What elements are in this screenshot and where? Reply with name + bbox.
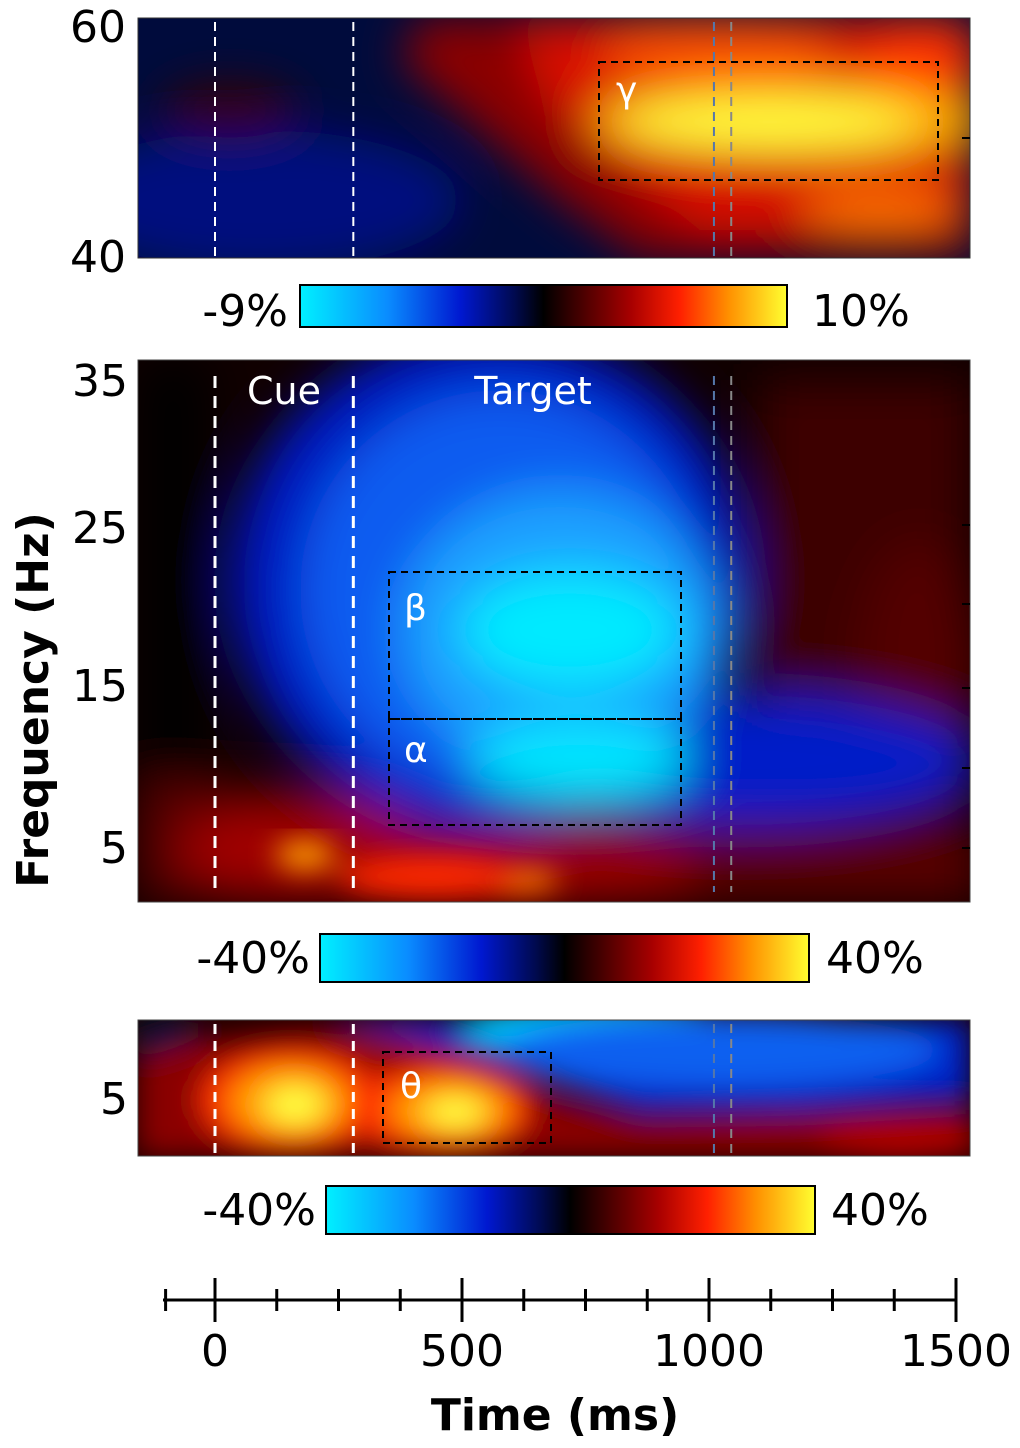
ab-ytick-5: 5 <box>100 823 128 874</box>
alpha-beta-heatmap <box>138 360 970 902</box>
gamma-colorbar: -9% 10% <box>202 284 910 337</box>
theta-heatmap <box>138 1020 970 1156</box>
ab-right-ticks <box>962 524 970 849</box>
gamma-heatmap <box>138 18 970 258</box>
time-axis: 0 500 1000 1500 Time (ms) <box>163 1278 1012 1441</box>
theta-band-label: θ <box>400 1066 422 1107</box>
gamma-ytick-40: 40 <box>70 232 126 283</box>
alpha-beta-colorbar: -40% 40% <box>196 933 924 984</box>
theta-panel: θ 5 <box>100 1019 971 1157</box>
time-tick-label-0: 0 <box>201 1326 229 1377</box>
gamma-colorbar-min: -9% <box>202 286 288 337</box>
gamma-band-label: γ <box>616 70 637 111</box>
alpha-beta-panel: Cue Target β α 35 25 15 5 <box>72 356 971 903</box>
time-axis-tick-labels: 0 500 1000 1500 <box>201 1326 1012 1377</box>
beta-band-label: β <box>404 588 427 629</box>
alpha-beta-frame <box>137 359 971 903</box>
theta-ytick-5: 5 <box>100 1074 128 1125</box>
ab-colorbar-min: -40% <box>196 933 310 984</box>
time-tick-label-500: 500 <box>420 1326 504 1377</box>
alpha-roi-box <box>388 718 682 826</box>
target-label: Target <box>473 369 592 413</box>
theta-frame <box>137 1019 971 1157</box>
theta-colorbar: -40% 40% <box>202 1185 929 1236</box>
ab-ytick-25: 25 <box>72 503 128 554</box>
time-axis-minor-ticks <box>164 1289 896 1311</box>
theta-colorbar-gradient <box>325 1185 816 1235</box>
gamma-ytick-60: 60 <box>70 2 126 53</box>
y-axis-title: Frequency (Hz) <box>8 512 59 888</box>
ab-ytick-35: 35 <box>72 356 128 407</box>
gamma-roi-box <box>598 61 939 181</box>
ab-ytick-15: 15 <box>72 661 128 712</box>
x-axis-title: Time (ms) <box>431 1390 679 1441</box>
theta-roi-box <box>382 1051 552 1144</box>
gamma-colorbar-max: 10% <box>812 286 910 337</box>
time-tick-label-1000: 1000 <box>653 1326 765 1377</box>
beta-roi-box <box>388 571 682 720</box>
cue-label: Cue <box>247 369 321 413</box>
gamma-panel: γ 60 40 <box>70 2 971 283</box>
ab-colorbar-gradient <box>319 933 810 983</box>
theta-colorbar-min: -40% <box>202 1185 316 1236</box>
gamma-colorbar-gradient <box>299 284 788 328</box>
ab-colorbar-max: 40% <box>826 933 924 984</box>
alpha-band-label: α <box>404 730 428 771</box>
theta-colorbar-max: 40% <box>831 1185 929 1236</box>
time-axis-major-ticks <box>213 1278 958 1322</box>
time-tick-label-1500: 1500 <box>900 1326 1012 1377</box>
